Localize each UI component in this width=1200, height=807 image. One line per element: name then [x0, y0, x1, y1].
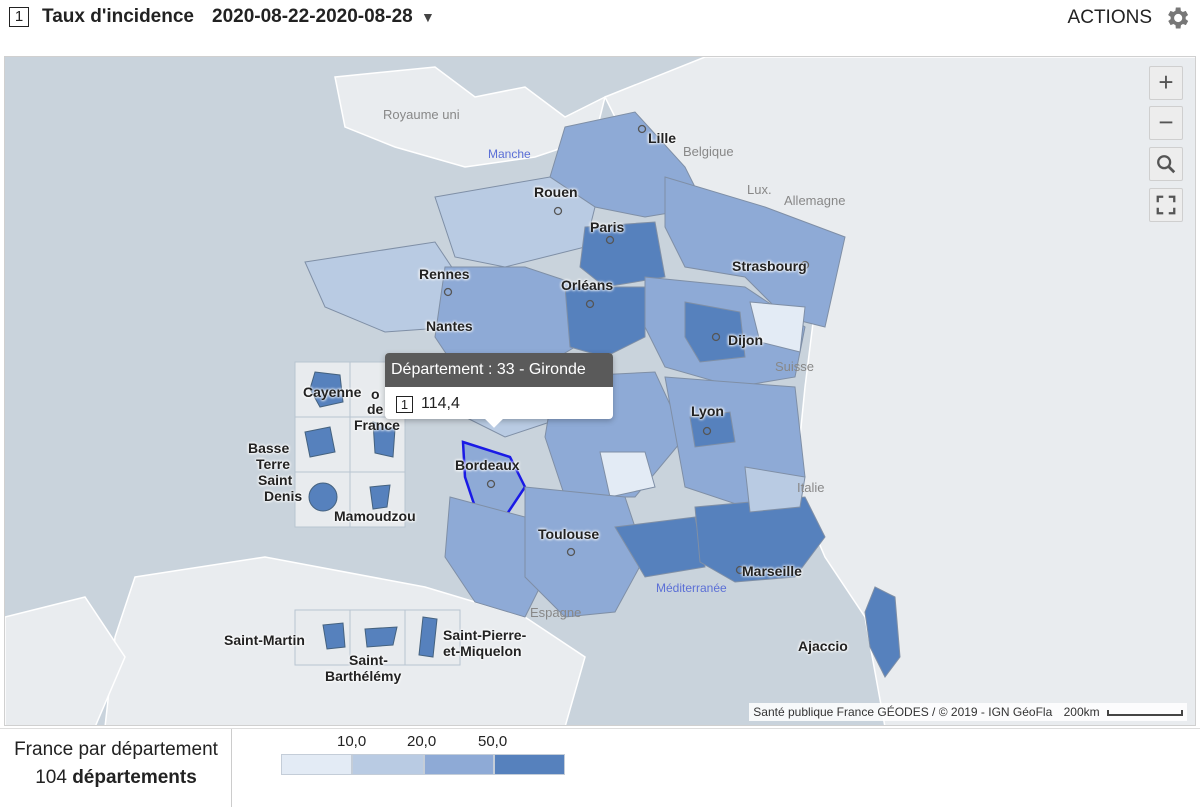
- legend-swatch-4[interactable]: [494, 754, 565, 775]
- label-saint-denis-1: Saint: [258, 472, 293, 488]
- actions-button[interactable]: ACTIONS: [1067, 7, 1152, 28]
- label-royaume-uni: Royaume uni: [383, 107, 460, 122]
- region-doubs: [749, 301, 806, 353]
- indicator-title[interactable]: Taux d'incidence: [42, 6, 194, 27]
- region-paca: [694, 496, 826, 583]
- label-marseille: Marseille: [742, 563, 802, 579]
- tooltip-value: 114,4: [421, 395, 460, 412]
- legend-swatch-2[interactable]: [352, 754, 424, 775]
- label-saint-pierre-2: et-Miquelon: [443, 643, 522, 659]
- period-selector[interactable]: 2020-08-22-2020-08-28: [212, 6, 413, 27]
- label-strasbourg: Strasbourg: [732, 258, 807, 274]
- label-bordeaux: Bordeaux: [455, 457, 520, 473]
- tooltip-index-badge: 1: [396, 396, 413, 413]
- department-count-number: 104: [35, 767, 67, 788]
- legend-threshold-3: 50,0: [478, 733, 508, 750]
- footer-panel: France par département 104 départements …: [0, 728, 1200, 807]
- label-basse-terre-2: Terre: [256, 456, 290, 472]
- map-attribution: Santé publique France GÉODES / © 2019 - …: [749, 703, 1187, 721]
- city-markers: [443, 124, 810, 575]
- region-lyon-core: [689, 411, 736, 448]
- label-italie: Italie: [797, 480, 825, 495]
- label-fort-de-france-2: de: [367, 401, 384, 417]
- department-tooltip: Département : 33 - Gironde 1 114,4: [385, 353, 613, 428]
- legend-swatch-3[interactable]: [424, 754, 494, 775]
- indicator-index-badge: 1: [9, 7, 29, 27]
- fullscreen-button[interactable]: [1149, 188, 1183, 222]
- overseas-territories[interactable]: [304, 371, 438, 658]
- zoom-in-button[interactable]: +: [1149, 66, 1183, 100]
- legend-threshold-1: 10,0: [337, 733, 367, 750]
- label-espagne: Espagne: [530, 605, 582, 620]
- label-mediterranee: Méditerranée: [656, 581, 727, 595]
- label-saint-denis-2: Denis: [264, 488, 303, 504]
- label-saint-barthelemy-2: Barthélémy: [325, 668, 402, 684]
- region-occitanie-east: [614, 516, 706, 578]
- label-basse-terre-1: Basse: [248, 440, 290, 456]
- label-saint-barthelemy-1: Saint-: [349, 652, 388, 668]
- label-saint-pierre-1: Saint-Pierre-: [443, 627, 527, 643]
- label-ajaccio: Ajaccio: [798, 638, 848, 654]
- region-idf: [579, 221, 666, 288]
- label-lille: Lille: [648, 130, 677, 146]
- choropleth-map[interactable]: Royaume uni Manche Belgique Lux. Allemag…: [4, 56, 1196, 726]
- search-icon: [1157, 155, 1176, 174]
- corsica: [864, 586, 901, 678]
- label-suisse: Suisse: [775, 359, 815, 374]
- label-nantes: Nantes: [426, 318, 473, 334]
- label-fort-de-france-3: France: [354, 417, 400, 433]
- scope-summary: France par département 104 départements: [0, 729, 232, 807]
- label-mamoudzou: Mamoudzou: [334, 508, 416, 524]
- header-bar: 1 Taux d'incidence 2020-08-22-2020-08-28…: [0, 0, 1200, 44]
- label-allemagne: Allemagne: [784, 193, 846, 208]
- scale-bar: [1107, 709, 1183, 716]
- search-button[interactable]: [1149, 147, 1183, 181]
- tooltip-heading: Département : 33 - Gironde: [385, 353, 613, 387]
- label-dijon: Dijon: [728, 332, 763, 348]
- attribution-text: Santé publique France GÉODES / © 2019 - …: [753, 705, 1053, 719]
- legend-swatch-1[interactable]: [281, 754, 352, 775]
- legend-threshold-2: 20,0: [407, 733, 437, 750]
- region-toulouse: [524, 486, 646, 618]
- label-manche: Manche: [488, 147, 531, 161]
- scope-label: France par département: [14, 739, 218, 760]
- label-paris: Paris: [590, 219, 625, 235]
- label-lux: Lux.: [747, 182, 772, 197]
- label-cayenne: Cayenne: [303, 384, 362, 400]
- label-lyon: Lyon: [691, 403, 724, 419]
- department-count: 104 départements: [0, 767, 232, 789]
- label-orleans: Orléans: [561, 277, 614, 293]
- region-alps: [744, 466, 806, 513]
- chevron-down-icon[interactable]: ▼: [421, 9, 435, 25]
- label-fort-de-france-1: o: [371, 386, 380, 402]
- region-cantal: [599, 451, 656, 498]
- fullscreen-icon: [1156, 195, 1176, 215]
- gear-icon[interactable]: [1163, 4, 1191, 32]
- scale-label: 200km: [1063, 705, 1100, 719]
- department-count-unit: départements: [72, 767, 197, 788]
- region-dijon-core: [684, 301, 746, 363]
- label-saint-martin: Saint-Martin: [224, 632, 305, 648]
- label-belgique: Belgique: [683, 144, 734, 159]
- label-rouen: Rouen: [534, 184, 578, 200]
- label-rennes: Rennes: [419, 266, 470, 282]
- zoom-out-button[interactable]: −: [1149, 106, 1183, 140]
- region-centre: [564, 286, 646, 358]
- label-toulouse: Toulouse: [538, 526, 600, 542]
